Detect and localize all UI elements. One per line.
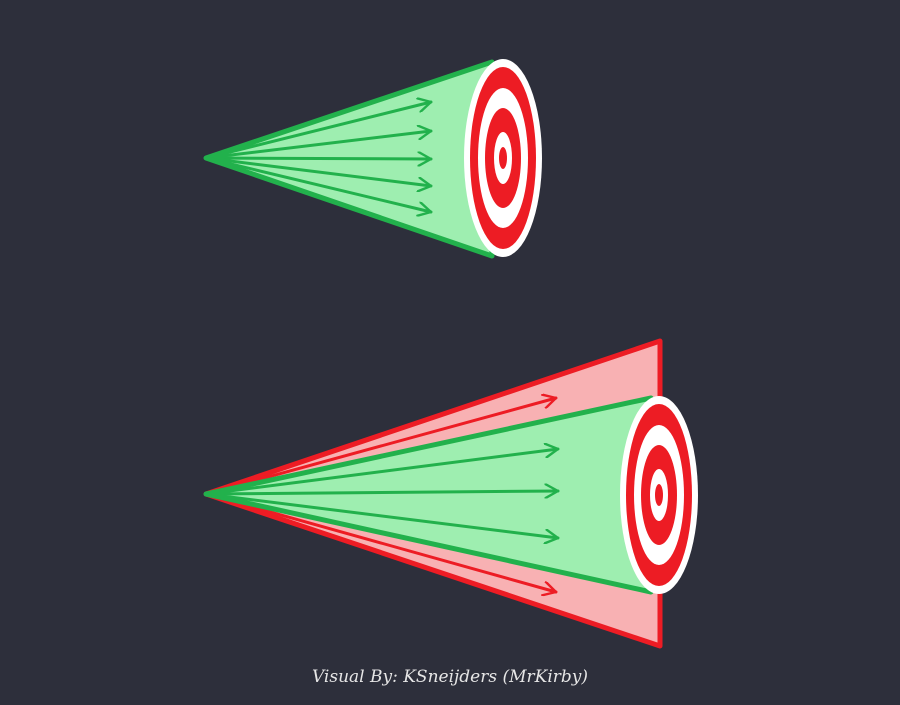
hit-arrow xyxy=(204,491,560,494)
target-icon xyxy=(464,59,542,257)
miss-arrow xyxy=(204,398,558,496)
hit-arrow xyxy=(204,449,560,496)
wide-spread-diagram xyxy=(203,338,698,649)
hit-arrows xyxy=(204,449,560,538)
narrow-spread-diagram xyxy=(203,59,542,259)
miss-arrow xyxy=(204,492,558,592)
target-icon xyxy=(620,396,698,594)
hit-arrow xyxy=(204,492,560,538)
hit-arrow xyxy=(204,131,433,160)
miss-arrows xyxy=(204,398,558,592)
hit-arrow xyxy=(204,158,433,159)
hit-arrow xyxy=(204,156,433,212)
hit-arrow xyxy=(204,156,433,186)
credit-caption: Visual By: KSneijders (MrKirby) xyxy=(311,667,589,687)
hit-arrow xyxy=(204,102,433,160)
hit-arrows xyxy=(204,102,433,212)
